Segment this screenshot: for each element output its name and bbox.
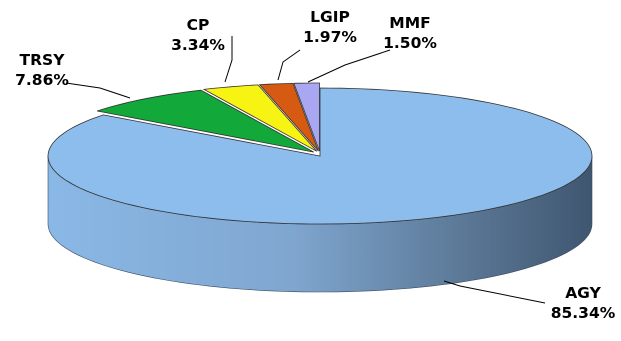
leader-cp bbox=[224, 36, 233, 83]
slice-label-trsy: TRSY bbox=[20, 51, 66, 69]
leader-lines bbox=[65, 36, 546, 304]
leader-lgip bbox=[277, 49, 301, 81]
slice-value-mmf: 1.50% bbox=[383, 34, 437, 52]
slice-lgip bbox=[258, 82, 319, 152]
slice-value-cp: 3.34% bbox=[171, 36, 225, 54]
slice-label-mmf: MMF bbox=[389, 14, 430, 32]
leader-agy bbox=[443, 280, 546, 304]
slice-label-cp: CP bbox=[187, 16, 210, 34]
slice-value-lgip: 1.97% bbox=[303, 28, 357, 46]
slice-value-trsy: 7.86% bbox=[15, 71, 69, 89]
leader-mmf bbox=[307, 49, 391, 83]
slice-agy bbox=[47, 87, 593, 225]
slice-cp bbox=[202, 84, 318, 152]
slice-mmf bbox=[293, 82, 320, 152]
pie-slices bbox=[47, 82, 593, 225]
leader-trsy bbox=[65, 82, 131, 99]
slice-trsy bbox=[96, 89, 314, 153]
slice-label-lgip: LGIP bbox=[310, 8, 350, 26]
slice-label-agy: AGY bbox=[565, 284, 601, 302]
slice-labels: AGY 85.34% TRSY 7.86% CP 3.34% LGIP 1.97% MMF 1.5… bbox=[15, 8, 616, 322]
slice-value-agy: 85.34% bbox=[551, 304, 616, 322]
